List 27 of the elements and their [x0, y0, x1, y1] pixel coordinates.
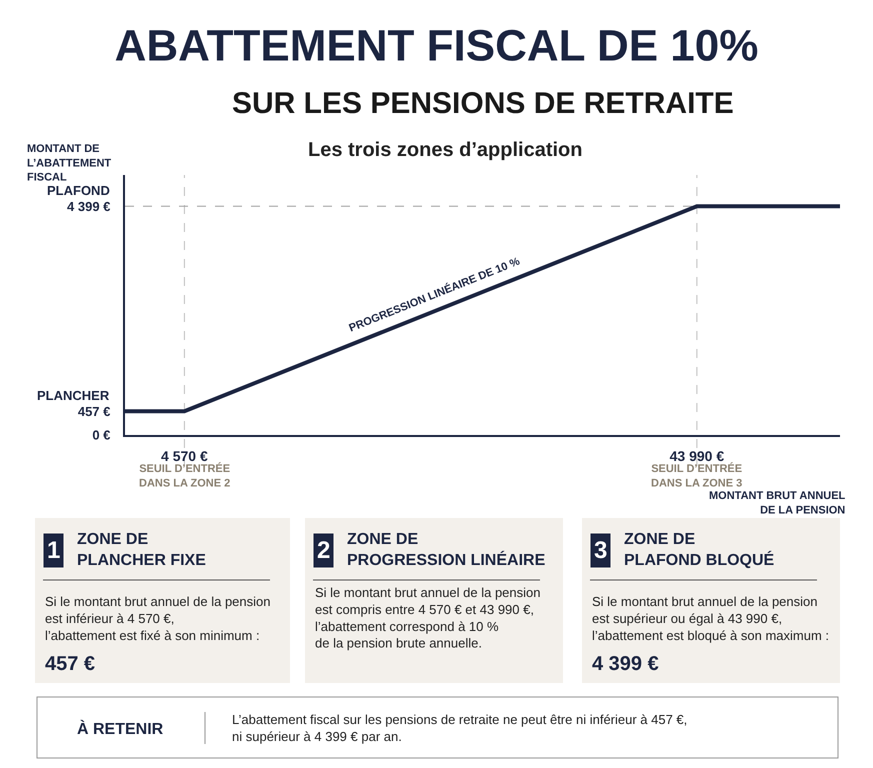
chart-title: ABATTEMENT FISCAL DE 10%: [114, 21, 758, 70]
x-tick-label: 43 990 €: [670, 448, 724, 464]
text: L’abattement fiscal sur les pensions de retraite ne peut être ni inférieur à 457 €, ni supérieur à 4 399 € par an.: [232, 712, 688, 744]
text: ZONE DE PLAFOND BLOQUÉ: [624, 531, 775, 569]
x-axis-title: MONTANT BRUT ANNUEL DE LA PENSION: [709, 490, 846, 516]
text: 1: [47, 537, 60, 564]
text: Les trois zones d’application: [308, 139, 582, 161]
y-tick-label: 457 €: [78, 404, 110, 419]
text: PLAFOND: [47, 183, 110, 198]
y-tick-label: 4 399 €: [67, 198, 110, 214]
text: PLANCHER: [37, 388, 110, 403]
ref-line-label: SEUIL D’ENTRÉE DANS LA ZONE 2: [139, 462, 230, 490]
text: Si le montant brut annuel de la pension est inférieur à 4 570 €, l’abattement est fixé à son minimum :: [45, 594, 270, 643]
text: Si le montant brut annuel de la pension est compris entre 4 570 € et 43 990 €, l’abattement correspond à 10 % de la pension brute annuelle.: [315, 585, 540, 651]
text: 2: [317, 537, 330, 564]
text: 457 €: [45, 653, 96, 675]
text: 4 399 €: [592, 653, 659, 675]
y-tick-label: 0 €: [92, 428, 110, 443]
y-axis-title: MONTANT DE L’ABATTEMENT FISCAL: [27, 143, 112, 184]
x-tick-label: 4 570 €: [161, 448, 208, 464]
ref-line-label: SEUIL D’ENTRÉE DANS LA ZONE 3: [651, 462, 742, 490]
text: ZONE DE PLANCHER FIXE: [77, 531, 206, 569]
text: Si le montant brut annuel de la pension est supérieur ou égal à 43 990 €, l’abattement est bloqué à son maximum :: [592, 594, 830, 643]
text: ZONE DE PROGRESSION LINÉAIRE: [347, 531, 546, 569]
text: À RETENIR: [77, 719, 164, 738]
text: 3: [594, 537, 608, 564]
chart-subtitle: SUR LES PENSIONS DE RETRAITE: [232, 87, 734, 120]
